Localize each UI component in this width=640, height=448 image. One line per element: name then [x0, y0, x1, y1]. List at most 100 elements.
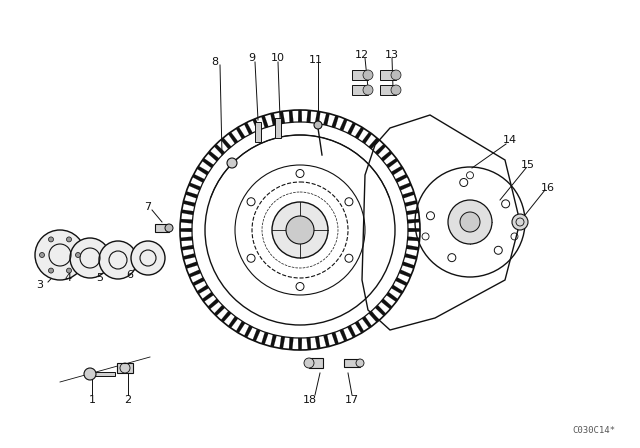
Text: 1: 1 [88, 395, 95, 405]
Polygon shape [214, 144, 225, 155]
Polygon shape [183, 254, 195, 259]
Polygon shape [228, 132, 238, 144]
Polygon shape [332, 332, 339, 345]
Polygon shape [280, 336, 285, 349]
Polygon shape [323, 113, 330, 125]
Bar [155, 224, 169, 232]
Polygon shape [315, 111, 321, 124]
Bar [352, 85, 368, 95]
Polygon shape [396, 277, 408, 286]
Polygon shape [391, 285, 403, 294]
Polygon shape [406, 210, 419, 215]
Polygon shape [369, 311, 379, 322]
Circle shape [304, 358, 314, 368]
Polygon shape [307, 110, 311, 122]
Text: 12: 12 [355, 50, 369, 60]
Circle shape [67, 237, 72, 242]
Circle shape [391, 70, 401, 80]
Polygon shape [404, 200, 417, 207]
Text: 15: 15 [521, 160, 535, 170]
Polygon shape [197, 285, 209, 294]
Bar [95, 372, 115, 376]
Polygon shape [189, 182, 201, 190]
Circle shape [49, 237, 54, 242]
Polygon shape [340, 119, 348, 131]
Polygon shape [280, 111, 285, 124]
Circle shape [35, 230, 85, 280]
Polygon shape [186, 262, 198, 269]
Polygon shape [402, 191, 415, 198]
Circle shape [272, 202, 328, 258]
Polygon shape [270, 335, 276, 347]
Polygon shape [375, 144, 386, 155]
Polygon shape [180, 219, 193, 224]
Polygon shape [381, 151, 392, 161]
Bar [380, 70, 396, 80]
Circle shape [40, 253, 45, 258]
Text: 13: 13 [385, 50, 399, 60]
Polygon shape [332, 116, 339, 128]
Polygon shape [386, 158, 398, 168]
Circle shape [165, 224, 173, 232]
Polygon shape [348, 122, 356, 135]
Polygon shape [253, 119, 260, 131]
Polygon shape [202, 158, 214, 168]
Circle shape [131, 241, 165, 275]
Polygon shape [355, 321, 364, 333]
Polygon shape [208, 151, 219, 161]
Polygon shape [214, 305, 225, 316]
Polygon shape [181, 210, 194, 215]
Polygon shape [402, 262, 415, 269]
Polygon shape [244, 325, 253, 338]
Polygon shape [408, 228, 420, 232]
Polygon shape [323, 335, 330, 347]
Polygon shape [197, 166, 209, 175]
Circle shape [286, 216, 314, 244]
Polygon shape [228, 316, 238, 328]
Polygon shape [391, 166, 403, 175]
Polygon shape [236, 321, 245, 333]
Circle shape [70, 238, 110, 278]
Circle shape [363, 85, 373, 95]
Circle shape [49, 268, 54, 273]
Text: 7: 7 [145, 202, 152, 212]
Polygon shape [183, 200, 195, 207]
Polygon shape [404, 254, 417, 259]
Text: 6: 6 [127, 270, 134, 280]
Circle shape [448, 200, 492, 244]
Text: 5: 5 [97, 273, 104, 283]
Polygon shape [253, 329, 260, 341]
Polygon shape [244, 122, 253, 135]
Polygon shape [307, 337, 311, 350]
Text: 2: 2 [124, 395, 132, 405]
Polygon shape [406, 245, 419, 250]
Text: C030C14*: C030C14* [572, 426, 615, 435]
Polygon shape [270, 113, 276, 125]
Bar [275, 118, 281, 138]
Polygon shape [348, 325, 356, 338]
Text: 9: 9 [248, 53, 255, 63]
Polygon shape [381, 299, 392, 309]
Polygon shape [362, 316, 372, 328]
Polygon shape [289, 110, 293, 122]
Circle shape [460, 212, 480, 232]
Polygon shape [180, 228, 192, 232]
Polygon shape [396, 174, 408, 183]
Polygon shape [386, 292, 398, 302]
Polygon shape [340, 329, 348, 341]
Polygon shape [236, 127, 245, 139]
Text: 17: 17 [345, 395, 359, 405]
Circle shape [67, 268, 72, 273]
Polygon shape [181, 245, 194, 250]
Polygon shape [186, 191, 198, 198]
Polygon shape [315, 336, 321, 349]
Text: 4: 4 [65, 273, 72, 283]
Text: 14: 14 [503, 135, 517, 145]
Polygon shape [193, 174, 205, 183]
Circle shape [227, 158, 237, 168]
Polygon shape [408, 237, 420, 241]
Polygon shape [298, 110, 302, 122]
Polygon shape [221, 138, 231, 149]
Polygon shape [189, 270, 201, 277]
Text: 16: 16 [541, 183, 555, 193]
